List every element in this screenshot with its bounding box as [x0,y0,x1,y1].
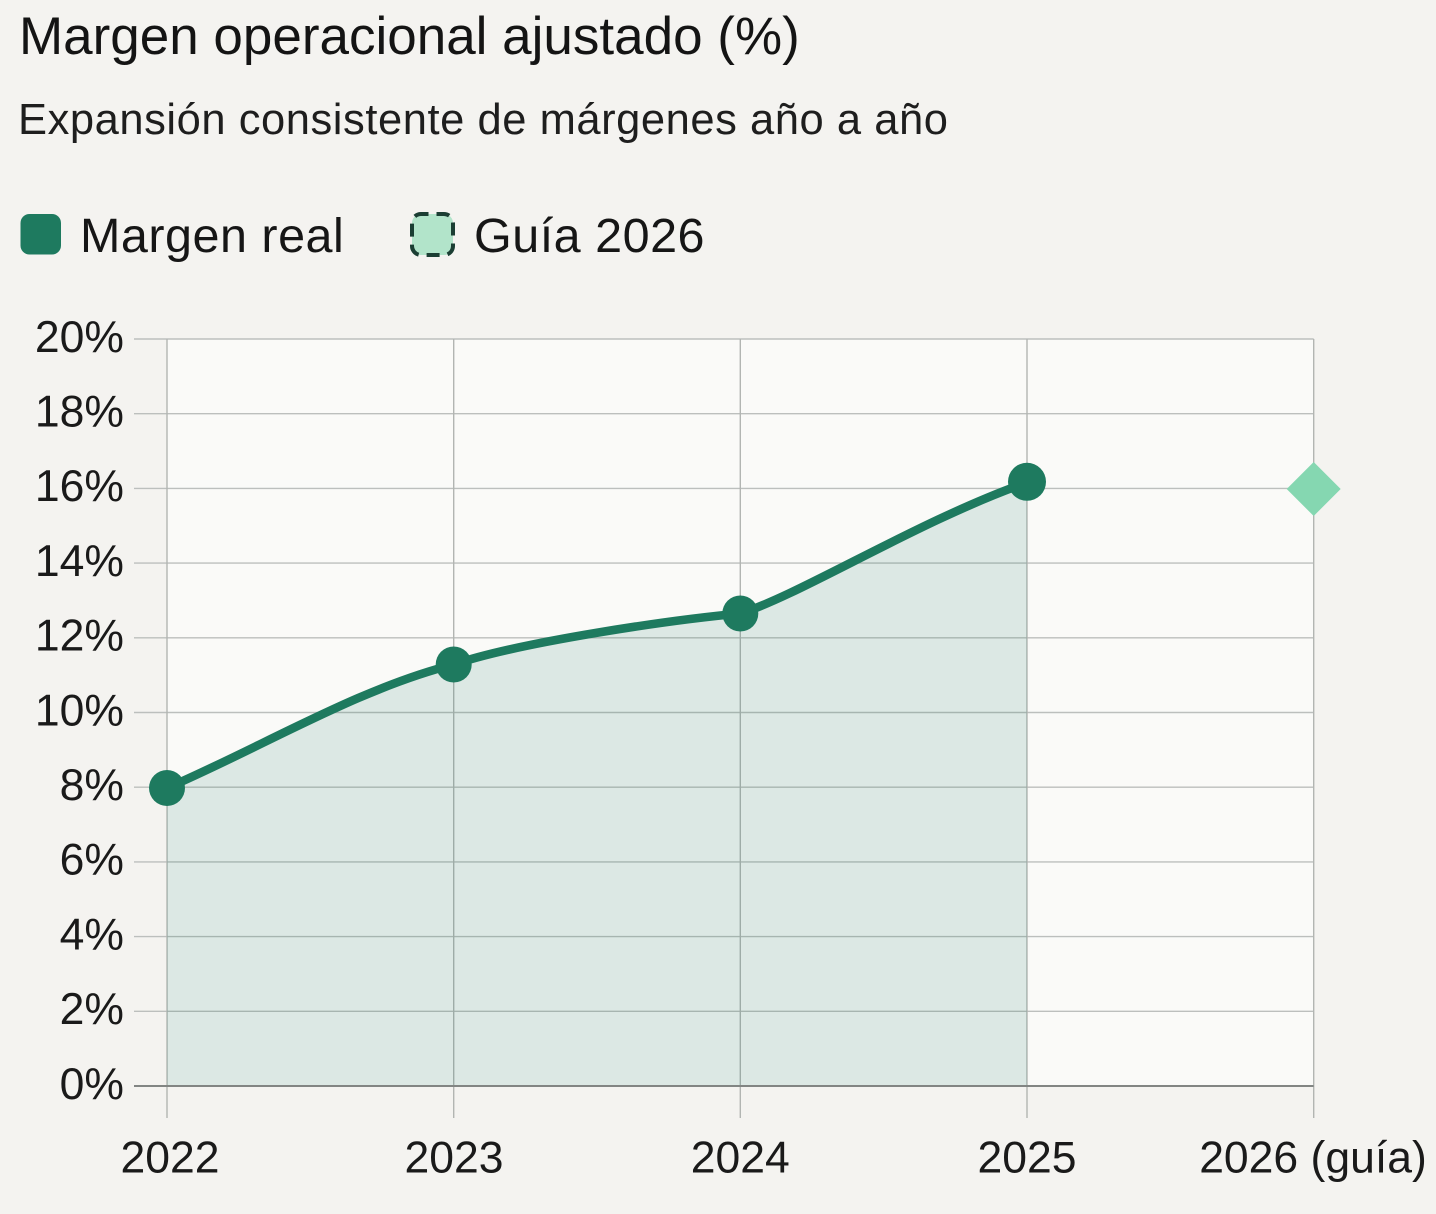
svg-text:12%: 12% [35,612,124,661]
svg-text:Margen operacional ajustado (%: Margen operacional ajustado (%) [19,7,800,66]
svg-text:2025: 2025 [978,1134,1077,1183]
svg-text:10%: 10% [35,686,124,735]
svg-text:Margen real: Margen real [80,209,344,263]
svg-text:8%: 8% [60,761,124,810]
svg-text:0%: 0% [60,1060,124,1109]
svg-text:2023: 2023 [405,1134,504,1183]
svg-text:18%: 18% [35,388,124,437]
svg-text:Guía 2026: Guía 2026 [474,209,705,263]
svg-text:Expansión consistente de márge: Expansión consistente de márgenes año a … [18,96,949,144]
svg-text:20%: 20% [35,313,124,362]
svg-text:2026 (guía): 2026 (guía) [1199,1134,1427,1183]
svg-text:2024: 2024 [691,1134,790,1183]
svg-text:14%: 14% [35,537,124,586]
svg-text:2022: 2022 [121,1134,220,1183]
svg-text:16%: 16% [35,462,124,511]
svg-text:2%: 2% [60,985,124,1034]
svg-text:4%: 4% [60,910,124,959]
svg-text:6%: 6% [60,836,124,885]
